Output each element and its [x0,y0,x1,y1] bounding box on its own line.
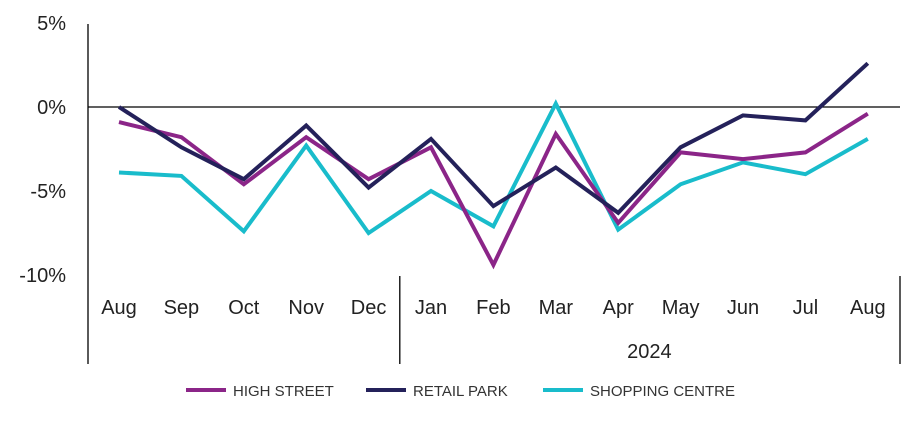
legend-label: SHOPPING CENTRE [590,383,735,400]
legend-label: HIGH STREET [233,383,334,400]
x-tick-label: Feb [476,297,510,319]
x-tick-label: Nov [288,297,324,319]
series-lines [117,61,870,270]
x-tick-label: Apr [603,297,634,319]
y-tick-label: 5% [37,13,66,35]
x-tick-label: Jul [793,297,819,319]
x-tick-label: Jun [727,297,759,319]
x-tick-label: Oct [228,297,260,319]
legend-label: RETAIL PARK [413,383,508,400]
series-line-high-street [118,112,869,270]
y-axis: 5% 0% -5% -10% [19,13,89,287]
x-tick-label: Aug [850,297,886,319]
x-group-year-label: 2024 [627,341,672,363]
series-line-shopping-centre [118,99,869,236]
y-tick-label: -5% [30,181,66,203]
x-axis: Aug Sep Oct Nov Dec Jan Feb Mar Apr May Jun Jul Aug 2… [87,276,901,364]
x-tick-label: Jan [415,297,447,319]
x-tick-label: Dec [351,297,387,319]
series-line-retail-park [117,61,870,216]
y-tick-label: 0% [37,97,66,119]
x-tick-label: Aug [101,297,137,319]
x-tick-label: May [662,297,700,319]
x-tick-label: Sep [164,297,200,319]
x-tick-label: Mar [539,297,574,319]
legend: HIGH STREET RETAIL PARK SHOPPING CENTRE [186,383,735,400]
y-tick-label: -10% [19,265,66,287]
